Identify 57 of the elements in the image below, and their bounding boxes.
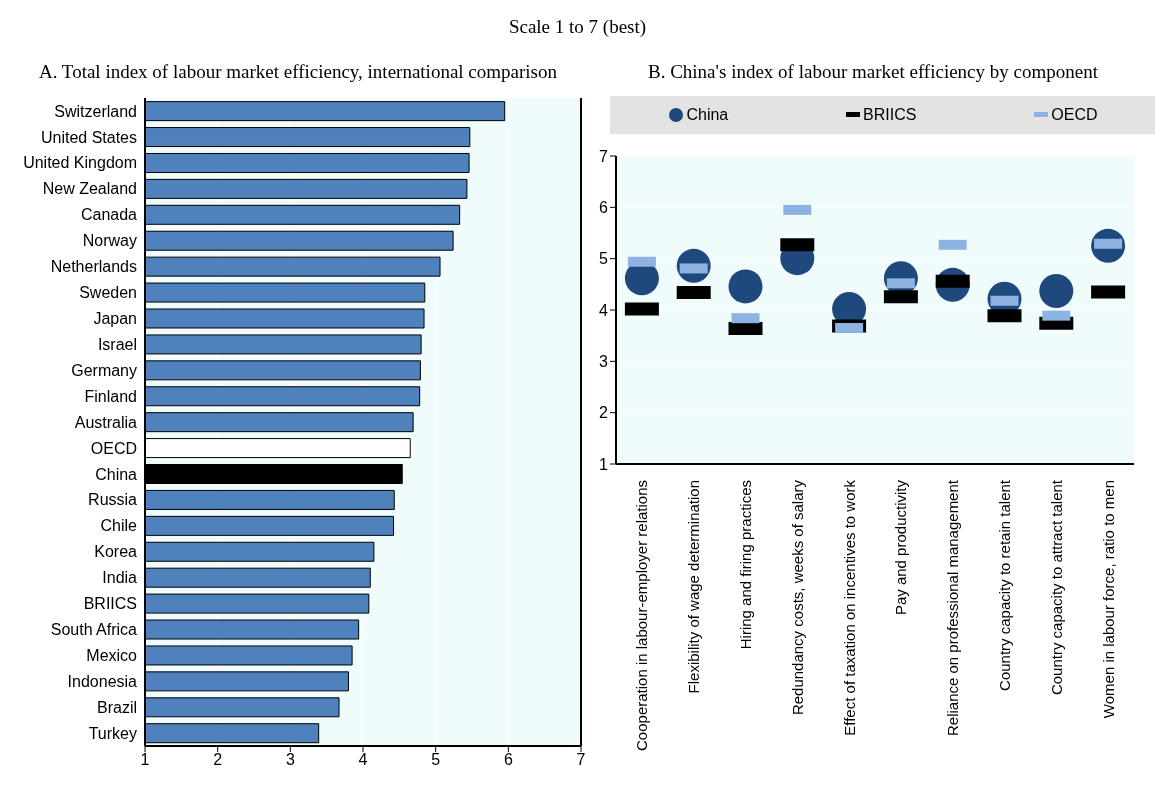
y-tick-label: New Zealand [42, 180, 137, 198]
x-tick-label: 5 [431, 751, 441, 769]
y-tick-label: Russia [88, 491, 138, 509]
legend-label: BRIICS [862, 106, 917, 124]
y-tick-label: China [95, 465, 138, 483]
x-tick-label: Country capacity to retain talent [996, 479, 1013, 691]
y-tick-label: 7 [599, 147, 609, 165]
text: Scale 1 to 7 (best) [507, 16, 648, 38]
x-tick-label: Redundancy costs, weeks of salary [788, 479, 806, 716]
point [728, 269, 763, 304]
point [1039, 274, 1074, 309]
y-tick-label: United States [40, 128, 137, 146]
y-tick-label: 3 [599, 353, 609, 371]
x-tick-label: Flexibility of wage determination [685, 480, 703, 694]
y-tick-label: Netherlands [50, 258, 137, 276]
y-tick-label: 2 [599, 404, 609, 422]
legend-label: OECD [1050, 106, 1098, 124]
y-tick-label: Australia [74, 413, 138, 431]
y-tick-label: Finland [84, 387, 137, 405]
y-tick-label: 1 [599, 455, 609, 473]
y-tick-label: Norway [82, 232, 137, 250]
y-tick-label: BRIICS [83, 595, 137, 613]
legend-label: China [685, 106, 729, 124]
x-tick-label: Hiring and firing practices [737, 480, 754, 650]
y-tick-label: India [102, 569, 138, 587]
x-tick-label: 6 [503, 751, 513, 769]
y-tick-label: South Africa [50, 621, 138, 639]
x-tick-label: Pay and productivity [892, 479, 910, 616]
x-tick-label: Country capacity to attract talent [1047, 479, 1065, 696]
x-tick-label: 3 [285, 751, 295, 769]
y-tick-label: Mexico [86, 646, 138, 664]
y-tick-label: Turkey [88, 724, 137, 742]
x-tick-label: 2 [213, 751, 223, 769]
y-tick-label: 6 [599, 199, 609, 217]
chart-title: B. China's index of labour market efficiency by component [647, 60, 1099, 84]
y-tick-label: Switzerland [54, 102, 137, 120]
y-tick-label: OECD [90, 439, 137, 457]
y-tick-label: 4 [599, 301, 609, 319]
y-tick-label: Sweden [79, 284, 137, 302]
y-tick-label: Canada [80, 206, 138, 224]
y-tick-label: United Kingdom [23, 154, 137, 172]
y-tick-label: Brazil [96, 698, 137, 716]
y-tick-label: 5 [599, 250, 609, 268]
y-tick-label: Israel [97, 335, 137, 353]
x-tick-label: Reliance on professional management [944, 479, 962, 736]
y-tick-label: Indonesia [67, 672, 138, 690]
y-tick-label: Japan [93, 310, 137, 327]
x-tick-label: Women in labour force, ratio to men [1099, 480, 1117, 719]
y-tick-label: Germany [71, 361, 137, 379]
chart-title: A. Total index of labour market efficiency, international comparison [38, 60, 558, 84]
y-tick-label: Korea [94, 543, 138, 561]
x-tick-label: Cooperation in labour-employer relations [633, 480, 651, 751]
x-tick-label: 4 [358, 751, 368, 769]
x-tick-label: 7 [576, 751, 586, 769]
y-tick-label: Chile [100, 517, 138, 535]
x-tick-label: 1 [140, 751, 150, 769]
x-tick-label: Effect of taxation on incentives to work [840, 479, 858, 736]
